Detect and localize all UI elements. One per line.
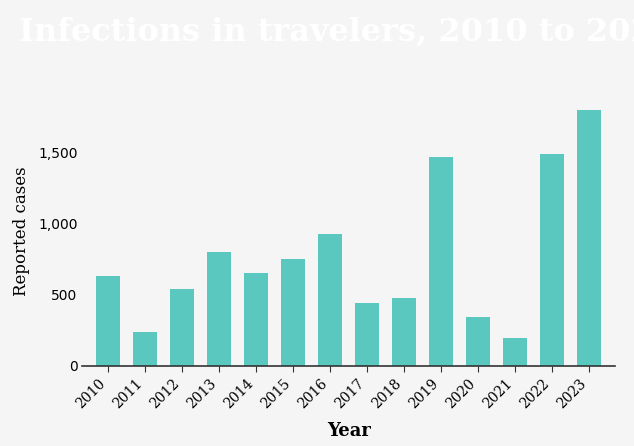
Y-axis label: Reported cases: Reported cases — [13, 166, 30, 296]
Bar — [133, 332, 157, 366]
Text: Infections in travelers, 2010 to 2023: Infections in travelers, 2010 to 2023 — [19, 17, 634, 48]
Bar — [171, 289, 194, 366]
Bar — [540, 154, 564, 366]
Bar — [429, 157, 453, 366]
Bar — [466, 318, 490, 366]
Bar — [281, 259, 305, 366]
Bar — [244, 273, 268, 366]
Bar — [318, 234, 342, 366]
Bar — [577, 110, 601, 366]
Bar — [392, 298, 416, 366]
Bar — [96, 276, 120, 366]
Bar — [355, 302, 379, 366]
X-axis label: Year: Year — [327, 422, 371, 440]
Bar — [503, 338, 527, 366]
Bar — [207, 252, 231, 366]
